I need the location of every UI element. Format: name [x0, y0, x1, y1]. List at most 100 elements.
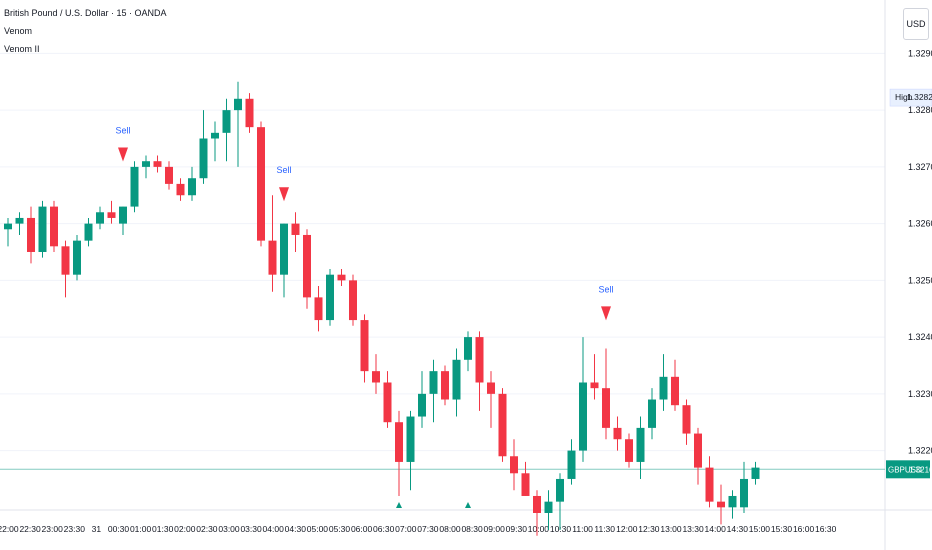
- x-tick-label: 31: [92, 524, 102, 534]
- x-tick-label: 09:00: [484, 524, 506, 534]
- x-tick-label: 05:00: [307, 524, 329, 534]
- candle-body[interactable]: [96, 212, 104, 224]
- candle-body[interactable]: [671, 376, 679, 406]
- candle-body[interactable]: [740, 478, 748, 508]
- candle-body[interactable]: [452, 359, 461, 400]
- candle-body[interactable]: [211, 132, 219, 139]
- candle-body[interactable]: [372, 371, 380, 383]
- x-tick-label: 22:30: [19, 524, 41, 534]
- candle-body[interactable]: [579, 382, 587, 451]
- candle-body[interactable]: [234, 98, 242, 111]
- candle-body[interactable]: [464, 337, 472, 360]
- x-tick-label: 03:30: [240, 524, 262, 534]
- candle-body[interactable]: [728, 495, 737, 508]
- x-tick-label: 11:00: [572, 524, 593, 534]
- buy-arrow-icon: [396, 502, 402, 508]
- candle-body[interactable]: [567, 450, 576, 479]
- high-marker-box: [889, 88, 932, 107]
- x-tick-label: 00:30: [108, 524, 130, 534]
- candle-body[interactable]: [50, 206, 58, 247]
- y-tick-label: 1.32900: [908, 48, 932, 58]
- candle-body[interactable]: [142, 161, 150, 167]
- x-tick-label: 02:30: [196, 524, 218, 534]
- candle-body[interactable]: [245, 98, 254, 128]
- x-tick-label: 06:30: [373, 524, 395, 534]
- candle-body[interactable]: [648, 399, 656, 428]
- candle-body[interactable]: [521, 473, 530, 496]
- last-price-symbol: GBPUSD: [888, 465, 922, 474]
- last-price-value: 1.32167: [909, 465, 932, 474]
- candle-body[interactable]: [257, 127, 265, 241]
- candle-body[interactable]: [314, 297, 323, 321]
- candle-body[interactable]: [130, 166, 139, 207]
- y-tick-label: 1.32700: [908, 162, 932, 172]
- x-tick-label: 07:00: [395, 524, 417, 534]
- x-tick-label: 01:30: [152, 524, 174, 534]
- candle-body[interactable]: [360, 320, 369, 372]
- candle-body[interactable]: [418, 393, 426, 417]
- candle-body[interactable]: [625, 439, 633, 462]
- candle-body[interactable]: [73, 240, 81, 275]
- candle-body[interactable]: [199, 138, 208, 179]
- sell-signal-label: Sell: [115, 126, 130, 136]
- candle-body[interactable]: [153, 161, 162, 167]
- candle-body[interactable]: [15, 217, 24, 224]
- candle-body[interactable]: [556, 478, 564, 502]
- candle-body[interactable]: [61, 246, 70, 275]
- candle-body[interactable]: [682, 405, 691, 434]
- high-marker-label: High: [895, 92, 913, 102]
- candle-body[interactable]: [659, 376, 668, 400]
- symbol-title: British Pound / U.S. Dollar · 15 · OANDA: [4, 8, 167, 18]
- candle-body[interactable]: [268, 240, 277, 275]
- candle-body[interactable]: [429, 371, 438, 394]
- candle-body[interactable]: [38, 206, 47, 252]
- candle-body[interactable]: [176, 183, 185, 196]
- candle-body[interactable]: [326, 274, 334, 321]
- candle-body[interactable]: [590, 382, 599, 389]
- candle-body[interactable]: [705, 467, 714, 502]
- candle-body[interactable]: [441, 371, 449, 400]
- candle-body[interactable]: [165, 166, 173, 184]
- candle-body[interactable]: [27, 217, 35, 252]
- candle-body[interactable]: [533, 495, 541, 513]
- candle-body[interactable]: [694, 433, 702, 468]
- currency-button[interactable]: USD: [903, 8, 929, 40]
- x-tick-label: 22:00: [0, 524, 19, 534]
- candle-body[interactable]: [510, 456, 518, 474]
- indicator-venom-ii[interactable]: Venom II: [4, 44, 40, 54]
- candle-body[interactable]: [406, 416, 415, 462]
- candle-body[interactable]: [383, 382, 392, 423]
- indicator-venom[interactable]: Venom: [4, 26, 33, 36]
- x-tick-label: 03:00: [218, 524, 240, 534]
- candle-body[interactable]: [498, 393, 507, 457]
- candle-body[interactable]: [337, 274, 346, 281]
- sell-signal-label: Sell: [276, 165, 291, 175]
- candle-body[interactable]: [222, 110, 231, 133]
- candle-body[interactable]: [4, 223, 12, 230]
- candle-body[interactable]: [349, 280, 357, 321]
- candle-body[interactable]: [291, 223, 300, 235]
- candle-body[interactable]: [280, 223, 288, 275]
- candle-body[interactable]: [395, 422, 403, 462]
- candle-body[interactable]: [636, 427, 645, 462]
- candle-body[interactable]: [613, 427, 622, 440]
- x-tick-label: 10:30: [550, 524, 572, 534]
- candle-body[interactable]: [717, 501, 725, 508]
- candle-body[interactable]: [303, 234, 311, 298]
- candle-body[interactable]: [84, 223, 93, 241]
- candle-body[interactable]: [602, 388, 610, 428]
- candle-body[interactable]: [107, 212, 116, 218]
- sell-arrow-icon: [601, 306, 611, 321]
- candle-body[interactable]: [487, 382, 495, 394]
- candle-body[interactable]: [544, 501, 553, 513]
- candle-body[interactable]: [475, 337, 484, 383]
- y-tick-label: 1.32500: [908, 275, 932, 285]
- candle-body[interactable]: [188, 178, 196, 196]
- candle-body[interactable]: [119, 206, 127, 224]
- candle-body[interactable]: [751, 467, 760, 479]
- x-tick-label: 11:30: [594, 524, 615, 534]
- x-tick-label: 16:00: [793, 524, 815, 534]
- y-tick-label: 1.32200: [908, 446, 932, 456]
